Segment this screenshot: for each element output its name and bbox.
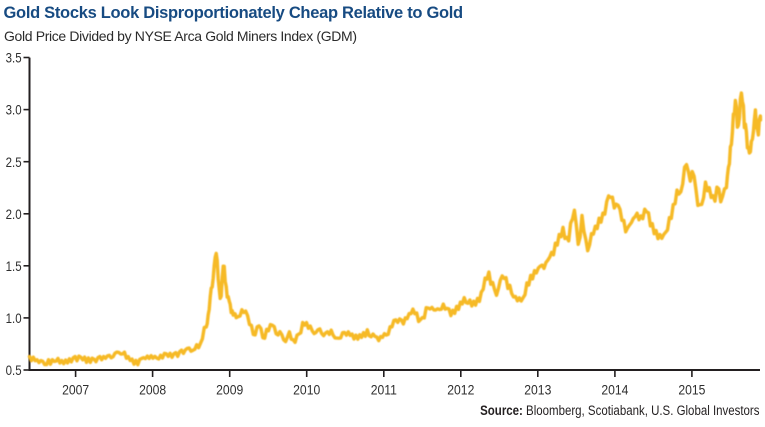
svg-text:2.0: 2.0 bbox=[6, 206, 22, 222]
svg-text:2012: 2012 bbox=[447, 381, 474, 397]
svg-text:3.5: 3.5 bbox=[6, 49, 22, 65]
svg-text:2015: 2015 bbox=[678, 381, 705, 397]
svg-text:2008: 2008 bbox=[139, 381, 166, 397]
svg-text:2013: 2013 bbox=[524, 381, 551, 397]
svg-text:1.5: 1.5 bbox=[6, 258, 22, 274]
svg-text:2014: 2014 bbox=[601, 381, 628, 397]
svg-text:2.5: 2.5 bbox=[6, 154, 22, 170]
svg-text:2009: 2009 bbox=[216, 381, 243, 397]
svg-text:0.5: 0.5 bbox=[6, 362, 22, 378]
svg-text:3.0: 3.0 bbox=[6, 102, 22, 118]
svg-text:2007: 2007 bbox=[62, 381, 89, 397]
svg-text:2010: 2010 bbox=[293, 381, 320, 397]
svg-text:1.0: 1.0 bbox=[6, 310, 22, 326]
svg-text:2011: 2011 bbox=[371, 381, 397, 397]
